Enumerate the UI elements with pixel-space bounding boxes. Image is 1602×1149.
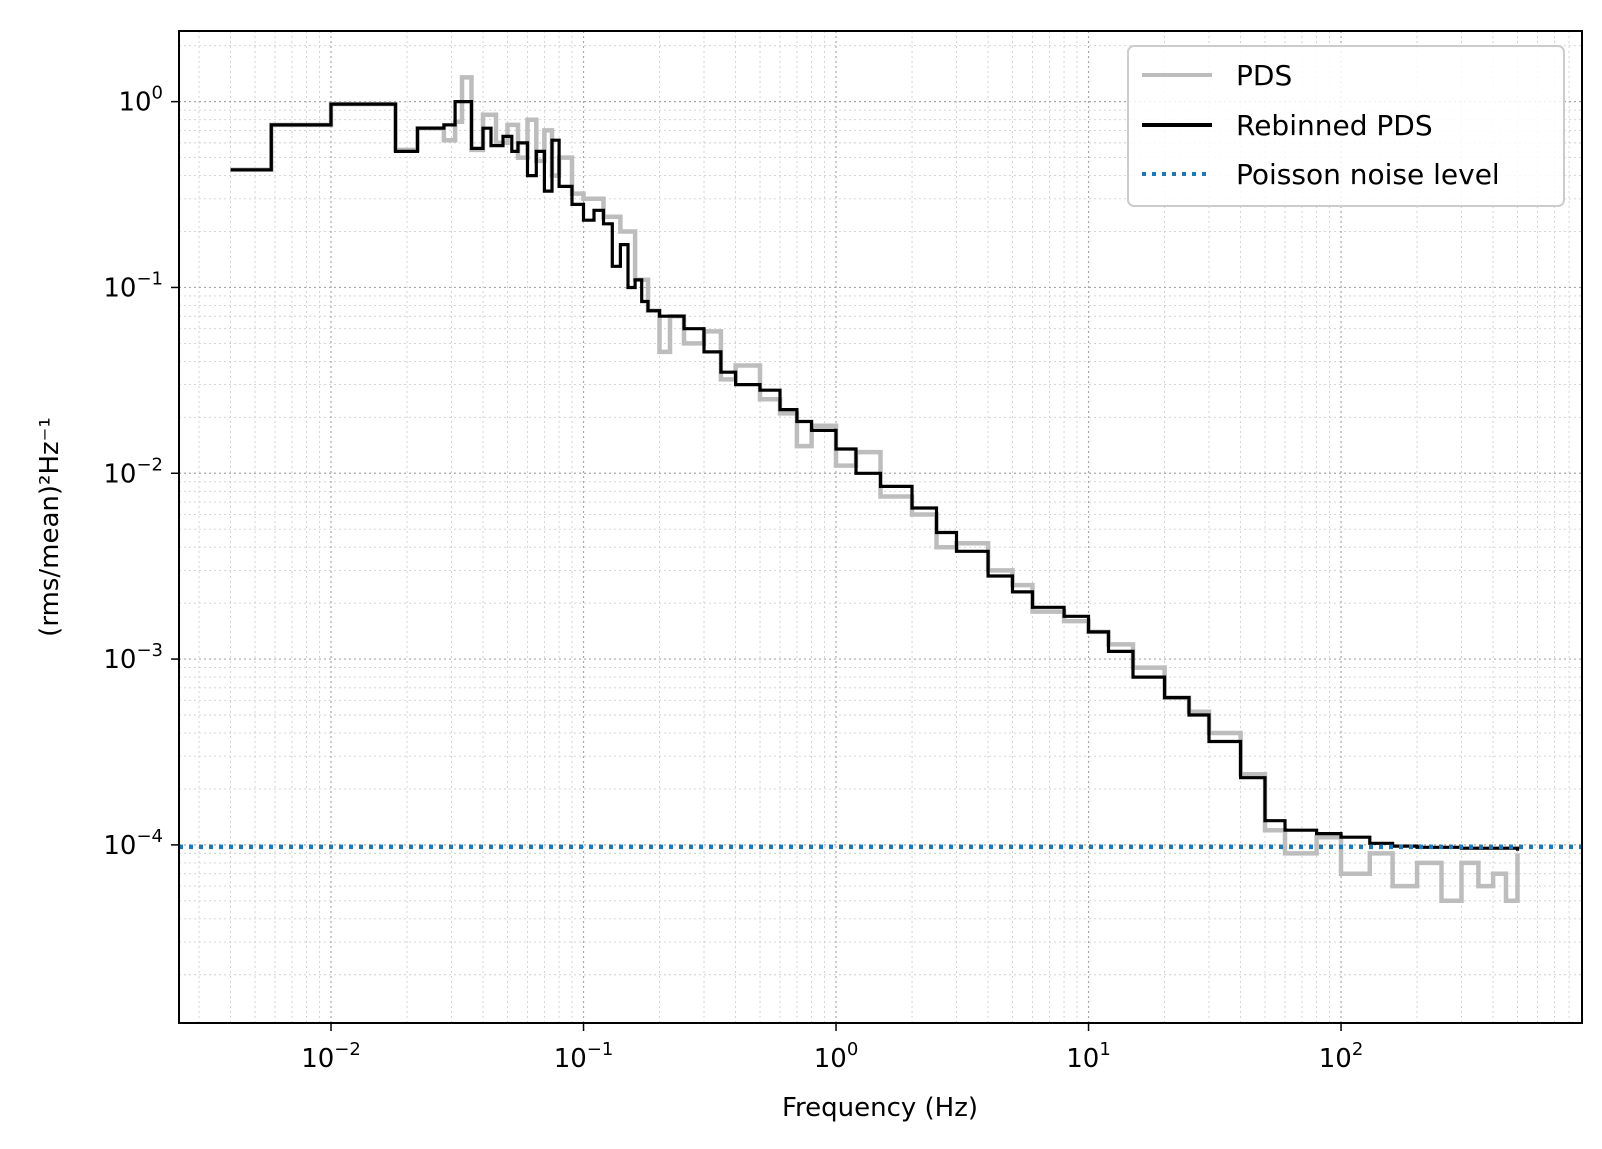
y-axis-title: (rms/mean)²Hz⁻¹ (35, 417, 65, 637)
plot-frame (178, 30, 1583, 1024)
x-axis-ticks: 10−2 10−1 100 101 102 (301, 1023, 1363, 1074)
x-tick-label: 10−1 (554, 1039, 614, 1074)
legend-label-poisson-noise-level: Poisson noise level (1236, 158, 1500, 191)
x-tick-label: 102 (1319, 1039, 1364, 1074)
series-layer (179, 75, 1582, 904)
legend-box (1127, 45, 1565, 207)
series-rebinned-pds (230, 100, 1520, 851)
legend-label-pds: PDS (1236, 59, 1292, 92)
legend: PDS Rebinned PDS Poisson noise level (1127, 45, 1565, 207)
legend-label-rebinned-pds: Rebinned PDS (1236, 109, 1433, 142)
x-tick-label: 10−2 (301, 1039, 361, 1074)
y-tick-label: 10−4 (103, 826, 163, 861)
x-axis-title: Frequency (Hz) (782, 1093, 978, 1123)
y-tick-label: 100 (118, 83, 163, 118)
minor-grid (179, 31, 1583, 1023)
y-axis-ticks: 100 10−1 10−2 10−3 10−4 (103, 83, 179, 861)
y-tick-label: 10−1 (103, 268, 163, 303)
x-tick-label: 101 (1066, 1039, 1111, 1074)
y-tick-label: 10−3 (103, 640, 163, 675)
y-tick-label: 10−2 (103, 454, 163, 489)
x-tick-label: 100 (814, 1039, 859, 1074)
